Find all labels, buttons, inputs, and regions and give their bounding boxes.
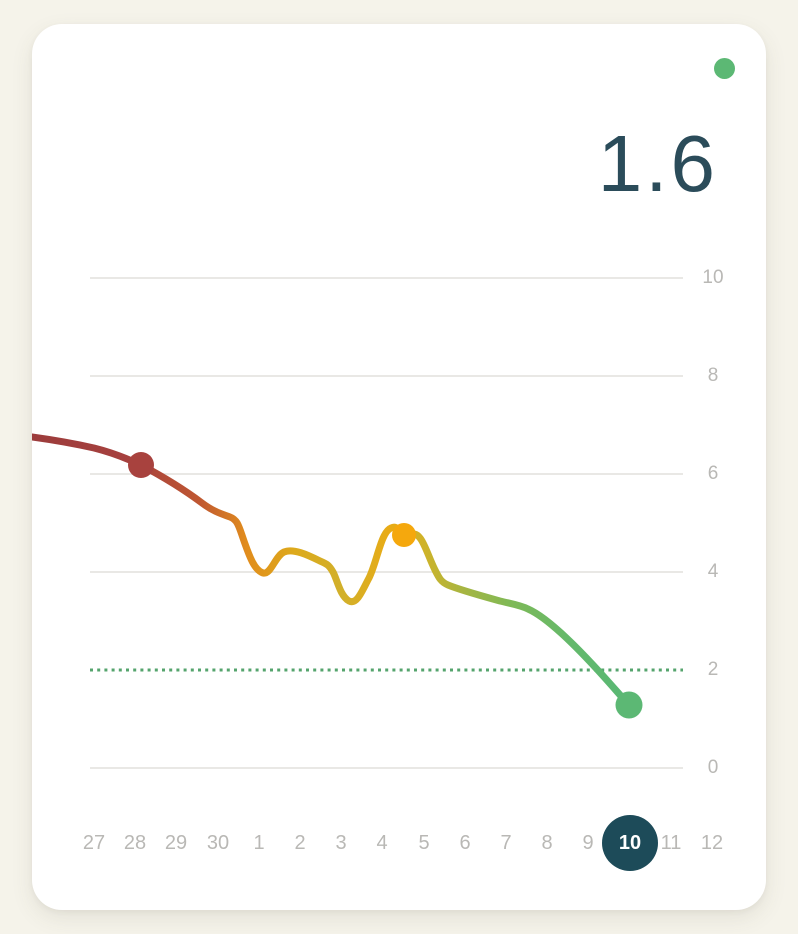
day-label-11[interactable]: 11 [660, 832, 682, 854]
day-label-28[interactable]: 28 [123, 832, 147, 854]
day-label-27[interactable]: 27 [82, 832, 106, 854]
y-tick-4: 4 [707, 561, 719, 582]
day-label-9[interactable]: 9 [582, 832, 594, 854]
gridlines [90, 277, 683, 769]
y-tick-8: 8 [707, 365, 719, 386]
day-label-12[interactable]: 12 [700, 832, 724, 854]
y-tick-0: 0 [707, 757, 719, 778]
day-label-2[interactable]: 2 [294, 832, 306, 854]
y-tick-10: 10 [702, 267, 724, 288]
chart-card: 1.6 [32, 24, 766, 910]
status-dot-icon [714, 58, 735, 79]
day-label-8[interactable]: 8 [541, 832, 553, 854]
trend-line [32, 433, 633, 709]
marker-red-dot[interactable] [128, 452, 154, 478]
y-tick-2: 2 [707, 659, 719, 680]
selected-day-circle[interactable] [602, 815, 658, 871]
day-label-5[interactable]: 5 [418, 832, 430, 854]
current-value: 1.6 [597, 119, 718, 208]
day-label-10-selected[interactable]: 10 [618, 832, 642, 854]
day-label-7[interactable]: 7 [500, 832, 512, 854]
day-label-29[interactable]: 29 [164, 832, 188, 854]
day-label-4[interactable]: 4 [376, 832, 388, 854]
marker-orange-dot[interactable] [392, 523, 416, 547]
day-label-6[interactable]: 6 [459, 832, 471, 854]
marker-green-dot[interactable] [615, 691, 643, 719]
trend-chart [32, 277, 683, 769]
day-label-1[interactable]: 1 [253, 832, 265, 854]
day-label-30[interactable]: 30 [206, 832, 230, 854]
day-label-3[interactable]: 3 [335, 832, 347, 854]
y-tick-6: 6 [707, 463, 719, 484]
